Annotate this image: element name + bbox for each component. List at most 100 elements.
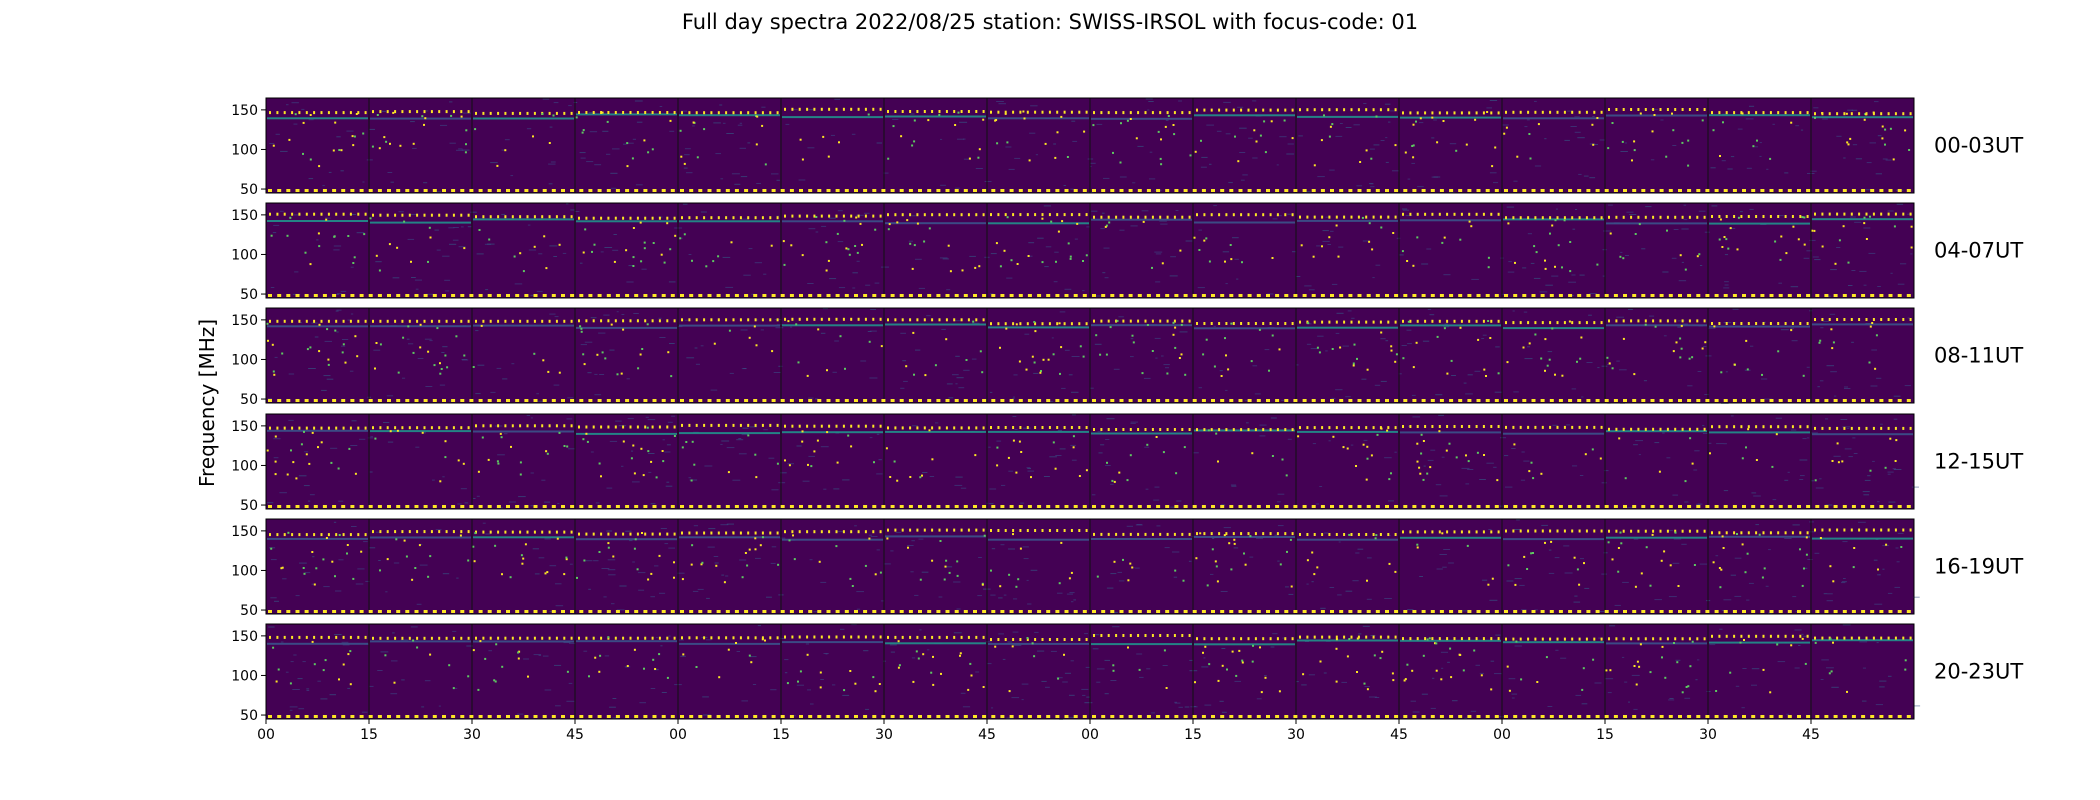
noise-mark [568,448,575,450]
noise-mark [971,358,977,360]
emission-band [576,432,677,435]
noise-mark [1873,559,1878,561]
burst-dot [1215,565,1218,568]
burst-dot [1052,353,1055,356]
y-tick-label: 50 [240,603,258,619]
rfi-mark [283,533,286,537]
rfi-mark [394,530,397,534]
burst-dot [1167,115,1170,117]
noise-mark [1059,311,1066,313]
panel-label: 08-11UT [1934,344,2023,368]
burst-dot [446,366,449,369]
noise-mark [1704,231,1710,233]
noise-mark [1489,100,1498,101]
noise-mark [1877,286,1881,287]
burst-dot [558,243,561,246]
noise-mark [1296,364,1299,366]
noise-mark [1444,323,1448,325]
rfi-mark [909,635,912,639]
rfi-mark [1335,533,1338,536]
rfi-mark [1247,322,1250,325]
rfi-mark [813,214,816,218]
burst-dot [288,138,291,141]
noise-mark [1316,245,1321,247]
baseline-rfi-mark [826,189,831,192]
rfi-mark [475,636,477,640]
noise-mark [311,322,318,324]
noise-mark [330,447,338,449]
baseline-rfi-mark [1522,610,1527,613]
baseline-rfi-mark [1064,505,1069,508]
burst-dot [874,573,877,576]
rfi-mark [872,424,875,428]
burst-dot [1189,154,1192,157]
baseline-rfi-mark [1595,610,1600,613]
emission-band [988,222,1089,225]
noise-mark [1059,448,1066,450]
rfi-mark [997,322,1000,326]
noise-mark [423,432,426,434]
burst-dot [728,329,731,332]
rfi-mark [1703,108,1706,111]
rfi-mark [298,533,301,537]
baseline-rfi-mark [1064,294,1069,297]
burst-dot [1129,118,1132,120]
rfi-mark [1850,318,1853,321]
noise-mark [1225,283,1228,285]
rfi-mark [1460,530,1463,534]
baseline-rfi-mark [1275,610,1280,613]
noise-mark [1443,326,1450,328]
baseline-rfi-mark [1092,189,1096,192]
baseline-rfi-mark [1586,505,1591,508]
noise-mark [608,574,616,576]
rfi-mark [1556,216,1559,220]
baseline-rfi-mark [1137,294,1142,297]
noise-mark [1312,443,1316,445]
noise-mark [390,181,394,183]
baseline-rfi-mark [542,610,547,613]
burst-dot [1674,531,1677,534]
baseline-rfi-mark [1806,610,1811,613]
noise-mark [1533,277,1541,279]
y-tick-label: 50 [240,392,258,408]
baseline-rfi-mark [1330,505,1334,508]
rfi-mark [1409,111,1412,115]
noise-mark [1357,548,1364,550]
burst-dot [272,144,275,147]
noise-mark [1104,693,1109,695]
rfi-mark [857,530,860,534]
burst-dot [990,569,992,572]
burst-dot [378,147,381,150]
noise-mark [429,340,433,342]
burst-dot [405,555,408,558]
noise-mark [1594,682,1602,684]
burst-dot [679,129,682,132]
baseline-rfi-mark [1430,610,1435,613]
baseline-rfi-mark [1494,189,1499,192]
burst-dot [1436,335,1439,338]
rfi-mark [1644,215,1647,219]
burst-dot [1466,544,1469,547]
rfi-mark [1644,319,1647,323]
burst-dot [1489,337,1492,339]
burst-dot [402,336,405,339]
baseline-rfi-mark [1284,399,1289,402]
rfi-mark [335,426,338,430]
burst-dot [1016,263,1019,265]
baseline-rfi-mark [1485,610,1490,613]
burst-dot [613,260,616,263]
rfi-mark [864,635,867,639]
burst-dot [478,229,481,231]
rfi-mark [1644,427,1647,431]
baseline-rfi-mark [478,294,483,297]
noise-mark [460,488,467,490]
rfi-mark [820,107,823,111]
rfi-mark [1026,426,1029,429]
noise-mark [1753,495,1761,497]
burst-dot [909,242,912,245]
baseline-rfi-mark [1101,505,1106,508]
burst-dot [961,269,964,272]
baseline-rfi-mark [277,294,282,297]
noise-mark [900,332,906,334]
burst-dot [1233,538,1236,541]
